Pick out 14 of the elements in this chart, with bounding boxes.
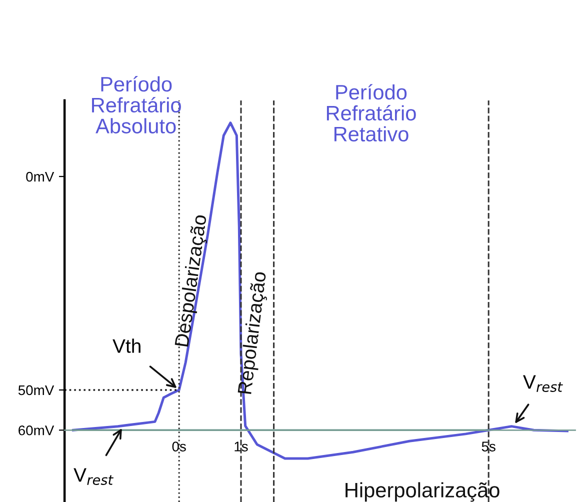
annotation: Despolarização xyxy=(174,214,210,348)
annotation: Repolarização xyxy=(237,271,270,395)
y-tick-label: 0mV xyxy=(26,172,54,182)
annotation: Hiperpolarização xyxy=(346,482,500,502)
x-tick-label: 0s xyxy=(172,442,186,452)
annotation: V$_{rest}$ xyxy=(523,375,563,392)
annotation: V$_{rest}$ xyxy=(74,468,114,486)
y-tick-label: 50mV xyxy=(18,385,54,396)
y-tick-label: 60mV xyxy=(18,425,54,436)
x-tick-label: 5s xyxy=(482,442,496,452)
annotation: Período Refratário Absoluto xyxy=(92,76,181,134)
x-tick-label: 1s xyxy=(234,442,248,452)
annotation: Vth xyxy=(112,338,140,353)
annotation: Período Refratário Retativo xyxy=(326,84,416,142)
